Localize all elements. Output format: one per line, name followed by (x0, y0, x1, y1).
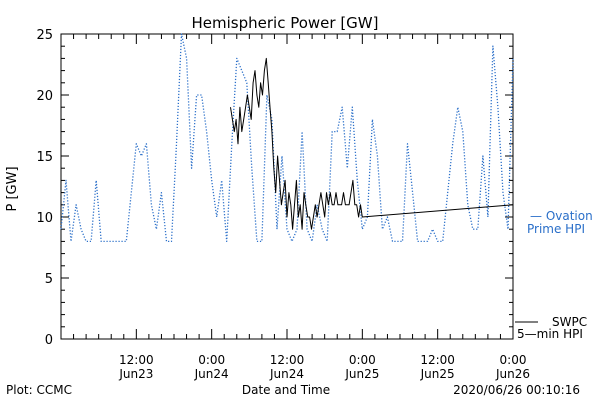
series-ovation-prime-line (60, 33, 514, 243)
footer-timestamp: 2020/06/26 00:10:16 (453, 383, 580, 397)
y-tick-label: 0 (45, 333, 53, 348)
x-tick-time-label: 0:00 (349, 353, 376, 367)
legend-ovation-line2: Prime HPI (527, 222, 585, 236)
y-axis: 0 5 10 15 20 25 (36, 28, 513, 348)
footer-plot-credit: Plot: CCMC (6, 383, 72, 397)
y-tick-label: 15 (36, 150, 53, 165)
y-tick-label: 20 (36, 89, 53, 104)
y-tick-label: 5 (45, 272, 53, 287)
legend-swpc: SWPC 5—min HPI (515, 315, 587, 341)
x-tick-time-label: 0:00 (198, 353, 225, 367)
x-tick-date-label: Jun24 (269, 367, 304, 381)
legend-ovation: — Ovation Prime HPI (527, 209, 593, 236)
legend-ovation-line1: — Ovation (530, 209, 593, 223)
x-tick-date-label: Jun25 (344, 367, 379, 381)
x-axis: 12:00Jun230:00Jun2412:00Jun240:00Jun2512… (60, 34, 530, 381)
y-axis-label: P [GW] (5, 166, 20, 211)
y-tick-label: 10 (36, 211, 53, 226)
x-tick-time-label: 12:00 (270, 353, 305, 367)
legend-swpc-line1: SWPC (552, 315, 587, 329)
x-tick-date-label: Jun26 (495, 367, 530, 381)
x-tick-time-label: 12:00 (119, 353, 154, 367)
series-layer (60, 33, 514, 243)
x-axis-label: Date and Time (242, 383, 330, 397)
plot-frame (60, 33, 514, 340)
x-tick-date-label: Jun25 (420, 367, 455, 381)
chart-title: Hemispheric Power [GW] (192, 14, 379, 32)
x-tick-time-label: 12:00 (420, 353, 455, 367)
y-tick-label: 25 (36, 28, 53, 43)
x-tick-date-label: Jun23 (118, 367, 153, 381)
series-swpc-line (230, 57, 514, 230)
x-tick-time-label: 0:00 (500, 353, 527, 367)
legend-swpc-line2: 5—min HPI (517, 327, 583, 341)
x-tick-date-label: Jun24 (194, 367, 229, 381)
